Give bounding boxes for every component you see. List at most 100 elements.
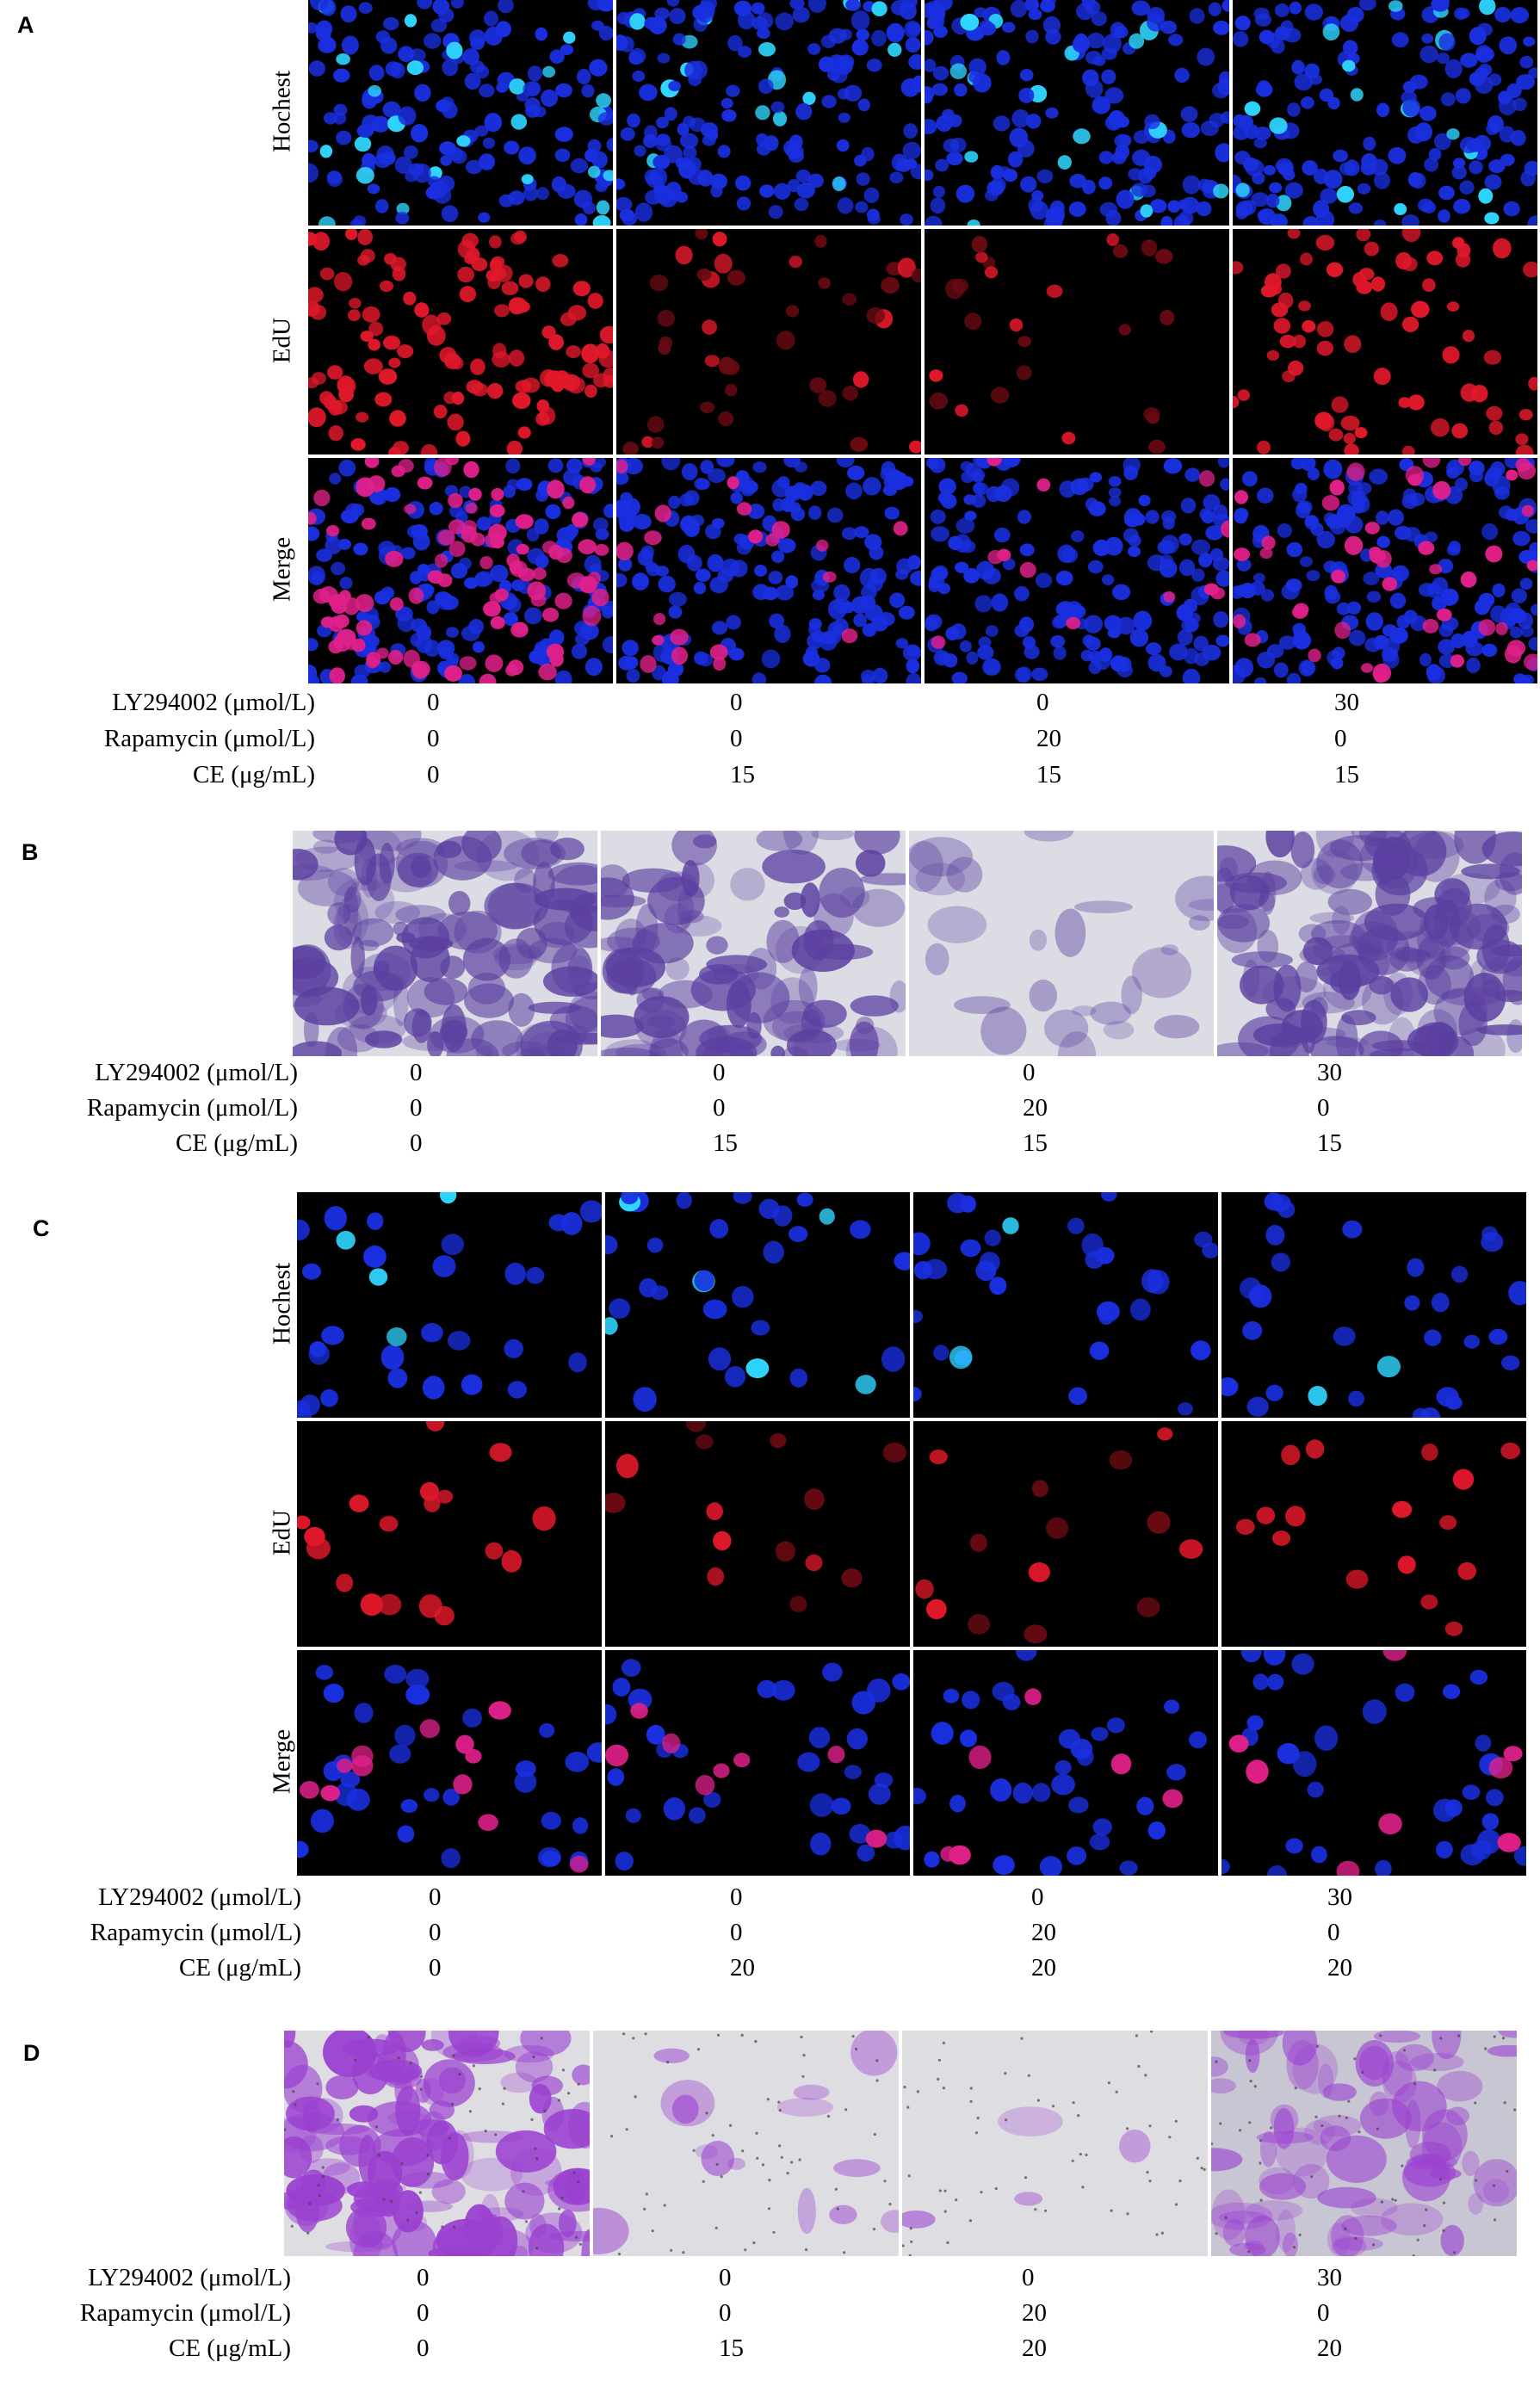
condition-value-b-2-3: 20 — [1023, 1094, 1048, 1122]
row-label-merge: Merge — [268, 1728, 296, 1795]
tile-b-3 — [909, 831, 1214, 1056]
tile-b-1 — [293, 831, 597, 1056]
tile-a-edu-1 — [308, 229, 613, 454]
condition-label-ce: CE (μg/mL) — [176, 1129, 298, 1157]
condition-value-d-1-1: 0 — [417, 2264, 430, 2291]
condition-value-a-3-2: 15 — [730, 761, 755, 788]
tile-a-edu-4 — [1233, 229, 1537, 454]
tile-a-merge-1 — [308, 458, 613, 683]
row-label-merge: Merge — [268, 536, 296, 603]
condition-value-d-2-3: 20 — [1022, 2299, 1047, 2327]
condition-label-ce: CE (μg/mL) — [193, 761, 315, 788]
condition-value-d-1-4: 30 — [1317, 2264, 1342, 2291]
tile-c-hochest-3 — [913, 1192, 1218, 1418]
tile-d-4 — [1211, 2031, 1517, 2256]
tile-c-edu-1 — [297, 1421, 602, 1647]
condition-value-d-2-1: 0 — [417, 2299, 430, 2327]
condition-value-b-2-1: 0 — [410, 1094, 423, 1122]
tile-a-edu-3 — [925, 229, 1229, 454]
condition-value-a-1-4: 30 — [1334, 689, 1359, 716]
condition-value-c-2-4: 0 — [1327, 1919, 1340, 1946]
tile-d-1 — [284, 2031, 590, 2256]
tile-a-merge-2 — [616, 458, 921, 683]
condition-value-b-3-4: 15 — [1317, 1129, 1342, 1157]
condition-value-a-3-1: 0 — [427, 761, 440, 788]
condition-label-ce: CE (μg/mL) — [179, 1954, 301, 1982]
condition-value-d-1-2: 0 — [719, 2264, 732, 2291]
row-label-hochest: Hochest — [268, 70, 296, 153]
condition-label-ly294002: LY294002 (μmol/L) — [95, 1059, 298, 1086]
condition-value-c-1-4: 30 — [1327, 1883, 1352, 1911]
condition-value-b-3-2: 15 — [713, 1129, 738, 1157]
tile-a-merge-4 — [1233, 458, 1537, 683]
condition-label-rapamycin: Rapamycin (μmol/L) — [79, 2299, 291, 2327]
condition-value-d-1-3: 0 — [1022, 2264, 1035, 2291]
tile-d-2 — [593, 2031, 899, 2256]
tile-c-merge-3 — [913, 1650, 1218, 1876]
condition-label-ly294002: LY294002 (μmol/L) — [112, 689, 315, 716]
tile-c-edu-3 — [913, 1421, 1218, 1647]
condition-value-a-2-3: 20 — [1036, 725, 1061, 752]
tile-a-merge-3 — [925, 458, 1229, 683]
condition-value-b-3-1: 0 — [410, 1129, 423, 1157]
condition-value-c-2-3: 20 — [1031, 1919, 1056, 1946]
tile-a-hochest-3 — [925, 0, 1229, 226]
condition-label-ce: CE (μg/mL) — [169, 2334, 291, 2362]
condition-value-d-3-2: 15 — [719, 2334, 744, 2362]
condition-value-b-1-3: 0 — [1023, 1059, 1036, 1086]
condition-value-d-3-1: 0 — [417, 2334, 430, 2362]
tile-c-hochest-1 — [297, 1192, 602, 1418]
row-label-hochest: Hochest — [268, 1262, 296, 1345]
condition-value-b-2-2: 0 — [713, 1094, 726, 1122]
condition-value-a-2-1: 0 — [427, 725, 440, 752]
condition-value-b-3-3: 15 — [1023, 1129, 1048, 1157]
condition-value-c-2-1: 0 — [429, 1919, 442, 1946]
condition-value-d-2-2: 0 — [719, 2299, 732, 2327]
condition-value-c-3-3: 20 — [1031, 1954, 1056, 1982]
condition-value-d-3-4: 20 — [1317, 2334, 1342, 2362]
condition-value-c-2-2: 0 — [730, 1919, 743, 1946]
condition-value-b-1-4: 30 — [1317, 1059, 1342, 1086]
panel-letter-b: B — [22, 839, 39, 865]
condition-value-b-1-2: 0 — [713, 1059, 726, 1086]
condition-value-b-2-4: 0 — [1317, 1094, 1330, 1122]
tile-c-merge-4 — [1221, 1650, 1526, 1876]
tile-a-hochest-2 — [616, 0, 921, 226]
condition-value-d-3-3: 20 — [1022, 2334, 1047, 2362]
condition-value-a-3-4: 15 — [1334, 761, 1359, 788]
tile-c-hochest-2 — [605, 1192, 910, 1418]
condition-value-a-3-3: 15 — [1036, 761, 1061, 788]
tile-a-edu-2 — [616, 229, 921, 454]
panel-letter-a: A — [17, 12, 34, 38]
condition-value-a-2-4: 0 — [1334, 725, 1347, 752]
row-label-edu: EdU — [268, 317, 296, 364]
tile-c-edu-2 — [605, 1421, 910, 1647]
condition-value-a-1-2: 0 — [730, 689, 743, 716]
condition-value-a-1-1: 0 — [427, 689, 440, 716]
condition-value-c-1-2: 0 — [730, 1883, 743, 1911]
condition-label-ly294002: LY294002 (μmol/L) — [98, 1883, 301, 1911]
tile-b-2 — [601, 831, 906, 1056]
tile-d-3 — [902, 2031, 1208, 2256]
row-label-edu: EdU — [268, 1509, 296, 1556]
condition-value-c-3-4: 20 — [1327, 1954, 1352, 1982]
condition-label-rapamycin: Rapamycin (μmol/L) — [103, 725, 315, 752]
condition-value-d-2-4: 0 — [1317, 2299, 1330, 2327]
condition-value-c-3-1: 0 — [429, 1954, 442, 1982]
tile-a-hochest-1 — [308, 0, 613, 226]
condition-label-ly294002: LY294002 (μmol/L) — [88, 2264, 291, 2291]
condition-value-a-2-2: 0 — [730, 725, 743, 752]
condition-value-c-1-1: 0 — [429, 1883, 442, 1911]
tile-a-hochest-4 — [1233, 0, 1537, 226]
condition-label-rapamycin: Rapamycin (μmol/L) — [86, 1094, 298, 1122]
tile-b-4 — [1217, 831, 1522, 1056]
condition-value-c-1-3: 0 — [1031, 1883, 1044, 1911]
tile-c-hochest-4 — [1221, 1192, 1526, 1418]
condition-value-a-1-3: 0 — [1036, 689, 1049, 716]
condition-value-c-3-2: 20 — [730, 1954, 755, 1982]
tile-c-merge-2 — [605, 1650, 910, 1876]
panel-letter-d: D — [23, 2040, 40, 2066]
condition-value-b-1-1: 0 — [410, 1059, 423, 1086]
condition-label-rapamycin: Rapamycin (μmol/L) — [90, 1919, 301, 1946]
tile-c-edu-4 — [1221, 1421, 1526, 1647]
